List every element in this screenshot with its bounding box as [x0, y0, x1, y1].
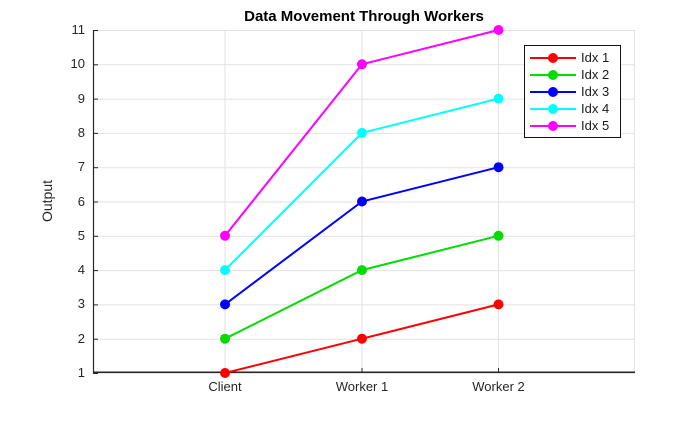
- data-point-marker: [220, 299, 231, 310]
- data-point-marker: [493, 162, 504, 173]
- y-tick-label: 3: [77, 296, 85, 312]
- series-idx-4: [220, 93, 504, 276]
- legend-line-sample: [530, 86, 576, 97]
- data-point-marker: [493, 93, 504, 104]
- legend-label: Idx 2: [581, 67, 610, 82]
- data-point-marker: [356, 333, 367, 344]
- data-point-marker: [356, 196, 367, 207]
- y-tick-label: 6: [77, 193, 85, 209]
- data-point-marker: [493, 299, 504, 310]
- series-idx-2: [220, 230, 504, 344]
- legend-marker-icon: [548, 103, 558, 114]
- y-tick-label: 4: [77, 262, 85, 278]
- legend-marker-icon: [548, 52, 558, 63]
- legend-label: Idx 1: [581, 50, 610, 65]
- y-tick-label: 2: [77, 330, 85, 346]
- y-tick-label: 8: [77, 124, 85, 140]
- series-idx-5: [220, 25, 504, 241]
- data-point-marker: [493, 25, 504, 35]
- legend-item-idx-2: Idx 2: [525, 66, 620, 83]
- plot-area: [92, 25, 635, 378]
- x-tick-label: Client: [208, 379, 242, 394]
- legend-line-sample: [530, 120, 576, 131]
- legend-line-sample: [530, 52, 576, 63]
- legend-item-idx-5: Idx 5: [525, 117, 620, 134]
- legend-item-idx-3: Idx 3: [525, 83, 620, 100]
- data-point-marker: [356, 265, 367, 276]
- y-tick-label: 5: [77, 227, 85, 243]
- data-point-marker: [220, 230, 231, 241]
- y-tick-label: 1: [77, 365, 85, 380]
- legend-line-sample: [530, 103, 576, 114]
- chart-canvas: [92, 25, 635, 378]
- y-tick-label: 9: [77, 90, 85, 106]
- series-idx-3: [220, 162, 504, 310]
- legend-line-sample: [530, 69, 576, 80]
- chart-title: Data Movement Through Workers: [244, 8, 484, 25]
- y-tick-label: 10: [70, 56, 85, 72]
- data-point-marker: [220, 333, 231, 344]
- legend-label: Idx 3: [581, 84, 610, 99]
- legend-item-idx-1: Idx 1: [525, 49, 620, 66]
- data-point-marker: [356, 59, 367, 70]
- data-point-marker: [220, 368, 231, 378]
- x-tick-label: Worker 1: [335, 379, 389, 394]
- legend-label: Idx 4: [581, 101, 610, 116]
- legend-item-idx-4: Idx 4: [525, 100, 620, 117]
- data-point-marker: [220, 265, 231, 276]
- data-point-marker: [493, 230, 504, 241]
- series-idx-1: [220, 299, 504, 378]
- legend-label: Idx 5: [581, 118, 610, 133]
- x-tick-label: Worker 2: [472, 379, 525, 394]
- legend: Idx 1 Idx 2 Idx 3 Idx 4 Idx 5: [524, 45, 621, 138]
- y-tick-label: 11: [71, 22, 86, 37]
- data-point-marker: [356, 127, 367, 138]
- y-tick-label: 7: [77, 159, 85, 175]
- legend-marker-icon: [548, 120, 558, 131]
- legend-marker-icon: [548, 86, 558, 97]
- legend-marker-icon: [548, 69, 558, 80]
